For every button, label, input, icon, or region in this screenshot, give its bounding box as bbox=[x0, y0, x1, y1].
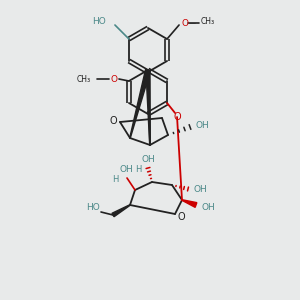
Text: —: — bbox=[189, 20, 196, 26]
Text: CH₃: CH₃ bbox=[201, 17, 215, 26]
Text: O: O bbox=[109, 116, 117, 126]
Text: O: O bbox=[173, 112, 181, 122]
Polygon shape bbox=[130, 69, 150, 138]
Polygon shape bbox=[146, 72, 150, 145]
Text: OH: OH bbox=[119, 166, 133, 175]
Text: OH: OH bbox=[202, 202, 216, 211]
Polygon shape bbox=[182, 200, 197, 207]
Text: O: O bbox=[181, 19, 188, 28]
Text: O: O bbox=[110, 74, 117, 83]
Polygon shape bbox=[112, 205, 130, 217]
Text: OH: OH bbox=[196, 121, 210, 130]
Text: OH: OH bbox=[141, 155, 155, 164]
Text: H: H bbox=[112, 176, 118, 184]
Text: OH: OH bbox=[194, 185, 208, 194]
Text: O: O bbox=[178, 212, 186, 222]
Text: H: H bbox=[135, 166, 141, 175]
Text: HO: HO bbox=[86, 203, 100, 212]
Text: HO: HO bbox=[92, 16, 106, 26]
Text: methoxy: methoxy bbox=[85, 78, 91, 79]
Text: CH₃: CH₃ bbox=[77, 74, 91, 83]
